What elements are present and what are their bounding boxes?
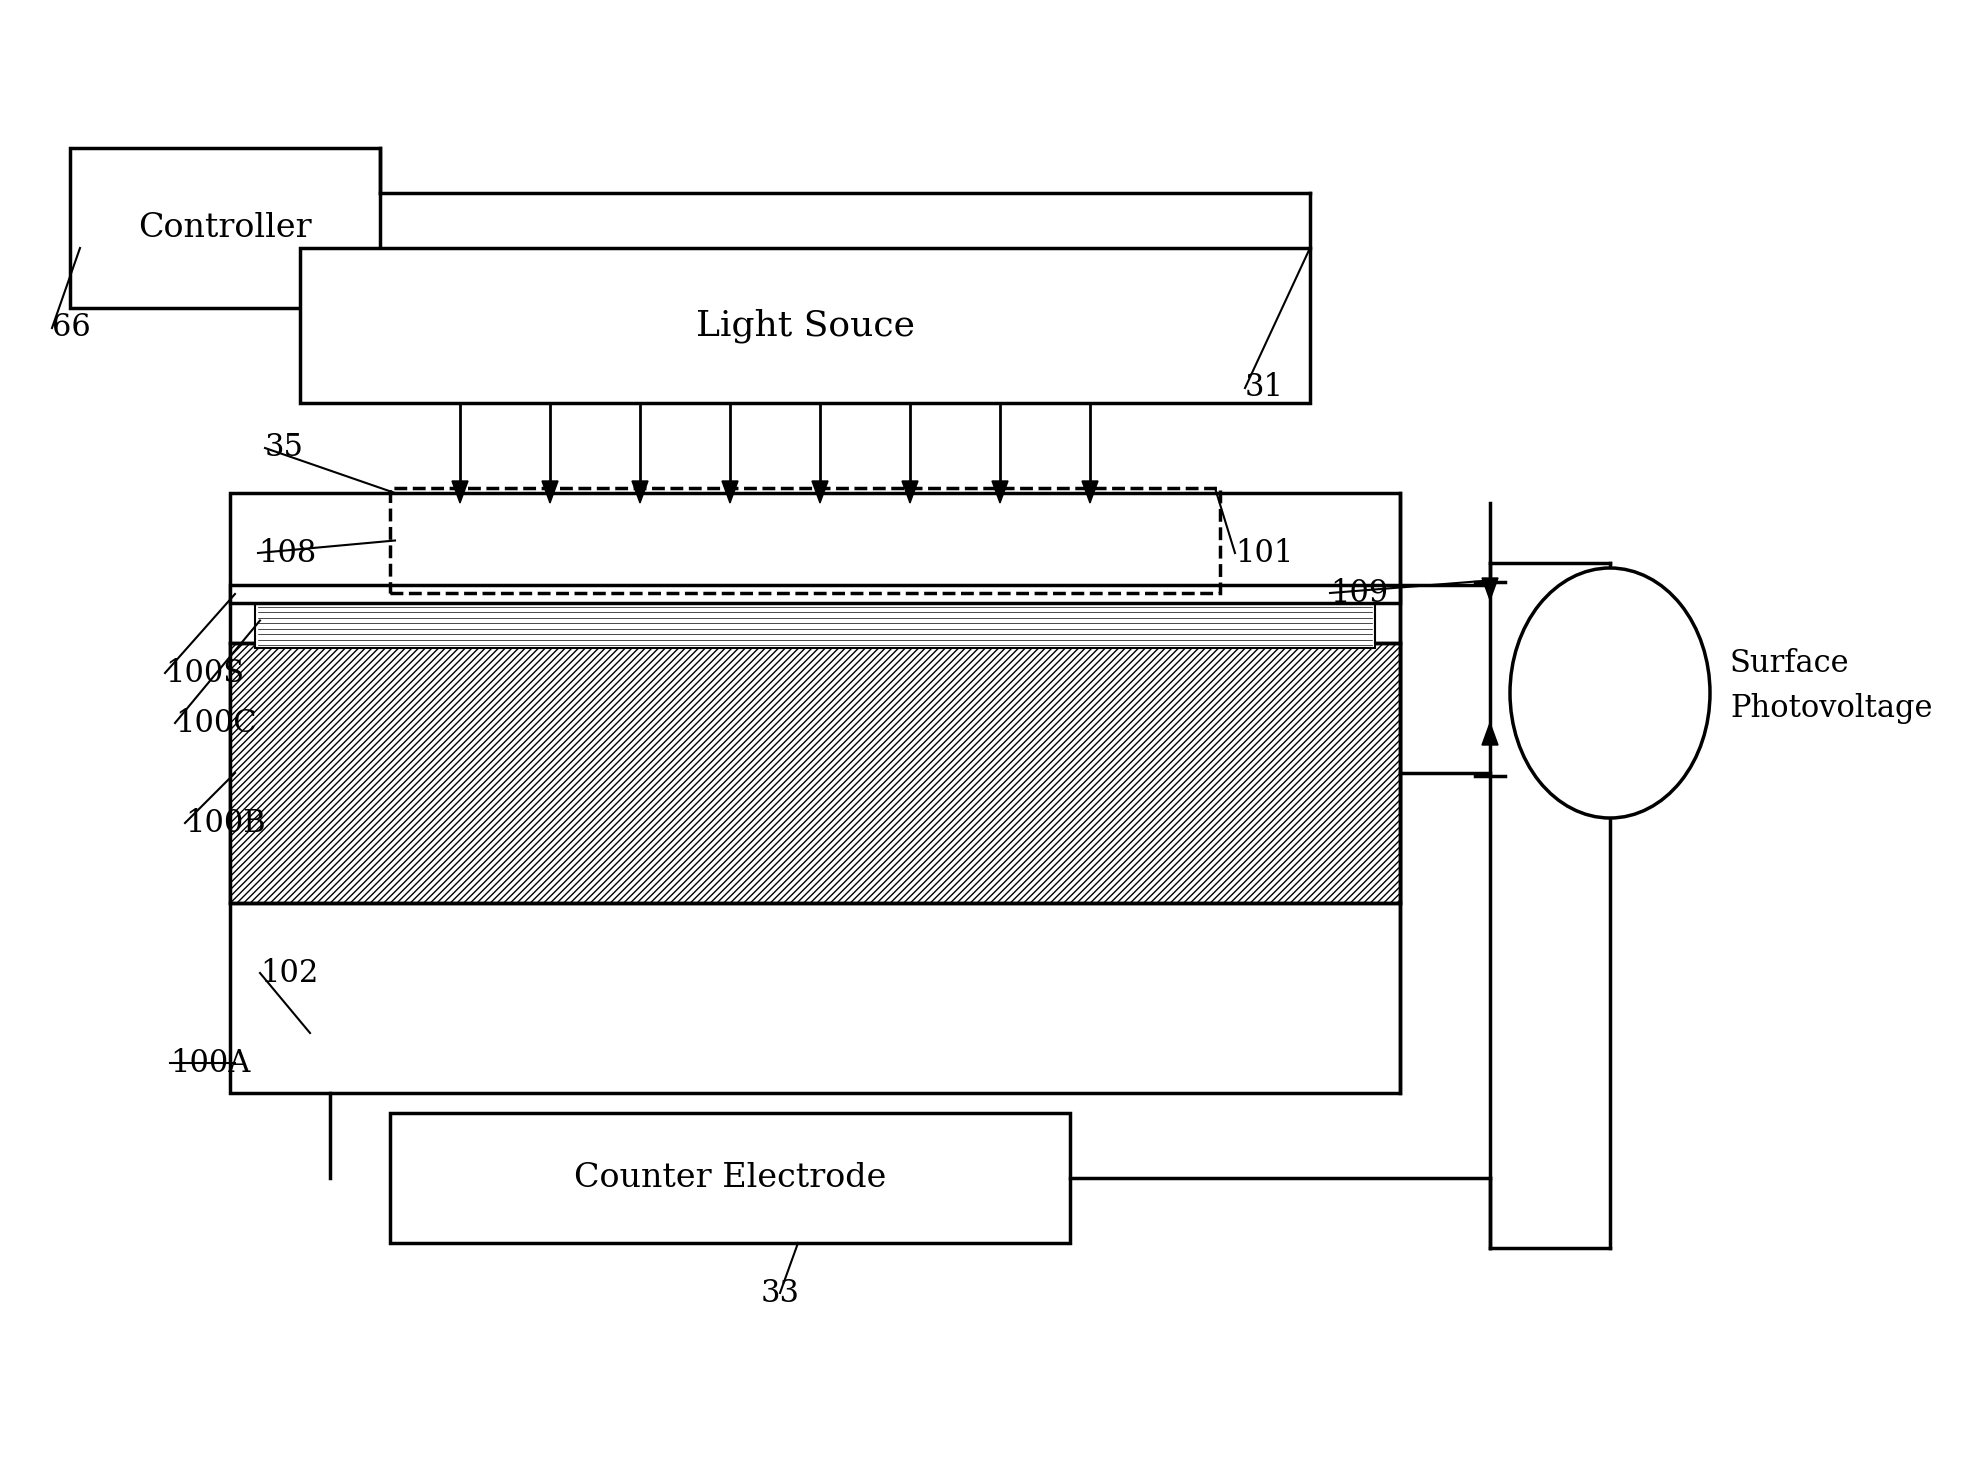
Polygon shape (902, 481, 917, 503)
Polygon shape (1081, 481, 1099, 503)
Text: Light Souce: Light Souce (696, 309, 915, 342)
Text: 33: 33 (760, 1277, 799, 1308)
Text: 108: 108 (258, 537, 316, 569)
Text: 66: 66 (51, 313, 91, 344)
Ellipse shape (1509, 568, 1711, 818)
Polygon shape (1482, 578, 1498, 600)
Bar (255, 593, 1375, 648)
Bar (391, 489, 1219, 593)
Bar (231, 644, 1401, 903)
Text: 100B: 100B (185, 808, 266, 838)
Text: Photovoltage: Photovoltage (1730, 692, 1932, 724)
Polygon shape (992, 481, 1008, 503)
Text: 102: 102 (260, 957, 318, 989)
Text: 109: 109 (1330, 578, 1389, 609)
Bar (69, 148, 381, 309)
Text: Surface: Surface (1730, 648, 1849, 679)
Text: 100S: 100S (166, 657, 245, 689)
Polygon shape (1482, 723, 1498, 745)
Polygon shape (813, 481, 829, 503)
Polygon shape (543, 481, 558, 503)
Text: Counter Electrode: Counter Electrode (574, 1162, 886, 1194)
Text: 31: 31 (1245, 373, 1284, 404)
Bar (231, 493, 1401, 1093)
Polygon shape (722, 481, 738, 503)
Text: 100A: 100A (170, 1048, 251, 1078)
Bar (231, 585, 1401, 603)
Polygon shape (631, 481, 647, 503)
Bar (300, 249, 1310, 402)
Polygon shape (452, 481, 468, 503)
Bar (391, 1113, 1069, 1244)
Text: 100C: 100C (176, 708, 256, 739)
Text: Controller: Controller (138, 212, 312, 244)
Text: 101: 101 (1235, 537, 1294, 569)
Text: 35: 35 (264, 433, 304, 464)
